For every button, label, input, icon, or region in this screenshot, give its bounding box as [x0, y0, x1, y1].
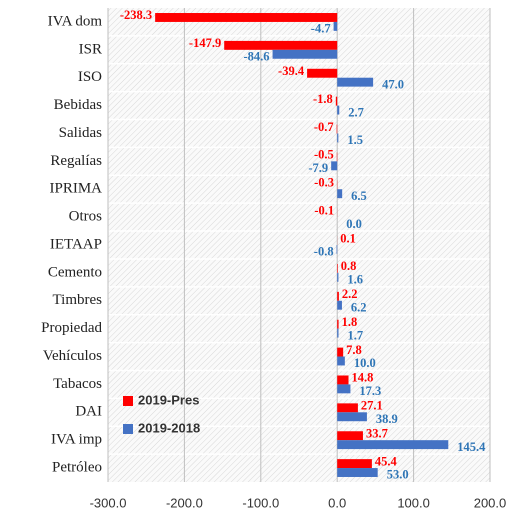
- value-label: -4.7: [311, 22, 331, 36]
- value-label: 1.6: [347, 273, 363, 287]
- bar: [337, 105, 340, 115]
- bar: [307, 68, 338, 78]
- bar: [337, 263, 338, 273]
- value-label: -0.7: [314, 120, 334, 134]
- value-label: 2.7: [348, 105, 364, 119]
- value-label: 0.1: [340, 231, 356, 245]
- bar: [337, 440, 449, 450]
- bar: [155, 13, 338, 22]
- value-label: 1.8: [342, 315, 358, 329]
- value-label: -0.3: [314, 176, 334, 190]
- bar: [336, 245, 338, 254]
- bar: [272, 49, 338, 59]
- y-tick-label: Otros: [69, 209, 102, 225]
- value-label: -0.1: [314, 203, 334, 217]
- bar: [224, 40, 338, 50]
- value-label: 1.7: [347, 328, 363, 342]
- value-label: -1.8: [313, 92, 333, 106]
- bar: [333, 21, 338, 31]
- bar: [337, 291, 339, 301]
- bar: [337, 431, 363, 441]
- bar: [337, 347, 344, 357]
- value-label: -84.6: [244, 50, 270, 64]
- legend-swatch: [123, 424, 133, 434]
- x-tick-label: 100.0: [397, 495, 430, 510]
- value-label: 38.9: [376, 412, 398, 426]
- y-tick-label: Salidas: [59, 125, 102, 141]
- plot-area: [108, 8, 490, 482]
- bar: [337, 375, 349, 385]
- value-label: 0.0: [346, 217, 362, 231]
- bar: [337, 468, 378, 477]
- bar: [337, 319, 339, 329]
- value-label: 2.2: [342, 287, 358, 301]
- value-label: 17.3: [359, 384, 381, 398]
- y-tick-label: ISO: [78, 69, 102, 85]
- value-label: 7.8: [346, 343, 362, 357]
- legend-label: 2019-Pres: [138, 392, 199, 407]
- y-tick-label: IETAAP: [50, 236, 102, 252]
- bar: [336, 124, 338, 134]
- legend-swatch: [123, 396, 133, 406]
- x-tick-label: -200.0: [166, 495, 203, 510]
- bar: [337, 384, 351, 394]
- y-tick-label: Tabacos: [53, 376, 102, 392]
- value-label: 10.0: [354, 356, 376, 370]
- x-tick-label: -100.0: [242, 495, 279, 510]
- value-label: -39.4: [278, 64, 305, 78]
- value-label: 45.4: [375, 454, 398, 468]
- value-label: 33.7: [366, 426, 388, 440]
- value-label: 47.0: [382, 77, 404, 91]
- value-label: 6.5: [351, 189, 367, 203]
- bar: [337, 459, 372, 469]
- y-tick-label: Vehículos: [43, 348, 102, 364]
- value-label: -0.8: [314, 245, 334, 259]
- x-tick-label: -300.0: [90, 495, 127, 510]
- bar: [335, 96, 338, 106]
- y-tick-label: ISR: [79, 41, 102, 57]
- legend-label: 2019-2018: [138, 420, 200, 435]
- value-label: -0.5: [314, 148, 334, 162]
- bar: [337, 272, 339, 282]
- bar: [337, 356, 345, 366]
- bar: [337, 189, 343, 199]
- y-tick-label: Cemento: [48, 264, 102, 280]
- y-tick-label: Timbres: [53, 292, 103, 308]
- value-label: 53.0: [387, 468, 409, 482]
- y-tick-label: Bebidas: [54, 97, 102, 113]
- bar: [337, 328, 339, 338]
- y-tick-label: IVA imp: [51, 432, 102, 448]
- y-tick-label: Regalías: [50, 153, 102, 169]
- x-tick-label: 200.0: [474, 495, 507, 510]
- y-tick-label: Petróleo: [52, 459, 102, 475]
- y-tick-label: Propiedad: [41, 320, 102, 336]
- value-label: -147.9: [189, 36, 221, 50]
- y-tick-label: IVA dom: [48, 13, 103, 29]
- y-tick-label: DAI: [75, 404, 102, 420]
- value-label: 1.5: [347, 133, 363, 147]
- value-label: -7.9: [308, 161, 328, 175]
- value-label: 14.8: [352, 371, 374, 385]
- bar: [337, 77, 374, 87]
- value-label: 27.1: [361, 399, 383, 413]
- value-label: 0.8: [341, 259, 357, 273]
- bar: [337, 133, 339, 143]
- x-tick-label: 0.0: [328, 495, 346, 510]
- y-tick-label: IPRIMA: [49, 181, 102, 197]
- value-label: 145.4: [457, 440, 486, 454]
- bar: [337, 412, 367, 422]
- bar: [331, 161, 338, 171]
- value-label: -238.3: [120, 8, 152, 22]
- value-label: 6.2: [351, 300, 367, 314]
- bar: [337, 403, 358, 413]
- bar: [337, 300, 342, 310]
